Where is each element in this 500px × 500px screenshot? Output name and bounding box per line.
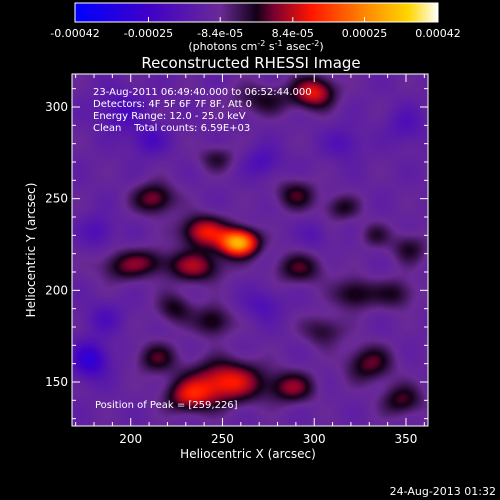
y-axis-label: Heliocentric Y (arcsec)	[24, 183, 38, 318]
y-tick-label: 150	[45, 375, 68, 389]
colorbar-ticks: -0.00042 -0.00025 -8.4e-05 8.4e-05 0.00025 0.…	[50, 17, 461, 40]
colorbar-tick-label: -0.00042	[50, 27, 99, 40]
annotation-peak-position: Position of Peak = [259,226]	[95, 400, 238, 411]
colorbar-tick-label: 0.00042	[415, 27, 461, 40]
colorbar-tick-label: -0.00025	[124, 27, 173, 40]
x-tick-label: 250	[211, 432, 234, 446]
x-tick-label: 300	[303, 432, 326, 446]
heatmap-image	[72, 74, 428, 426]
annotation-energy-range: Energy Range: 12.0 - 25.0 keV	[93, 111, 246, 122]
heatmap-plot: 200 250 300 350 150 200 250 300	[45, 73, 429, 446]
colorbar-tick-label: 8.4e-05	[272, 27, 314, 40]
x-axis-label: Heliocentric X (arcsec)	[180, 447, 316, 461]
colorbar: -0.00042 -0.00025 -8.4e-05 8.4e-05 0.00025 0.…	[50, 2, 461, 53]
colorbar-tick-label: 0.00025	[342, 27, 388, 40]
y-tick-label: 200	[45, 283, 68, 297]
axis-ticks: 200 250 300 350 150 200 250 300	[45, 74, 428, 446]
footer-timestamp: 24-Aug-2013 01:32	[390, 485, 496, 498]
colorbar-gradient	[74, 2, 439, 23]
plot-frame	[71, 73, 429, 427]
colorbar-unit-label: (photons cm-2 s-1 asec-2)	[188, 39, 323, 53]
x-tick-label: 350	[395, 432, 418, 446]
annotation-time-range: 23-Aug-2011 06:49:40.000 to 06:52:44.000	[93, 87, 312, 98]
y-tick-label: 250	[45, 192, 68, 206]
x-tick-label: 200	[119, 432, 142, 446]
image-annotations: 23-Aug-2011 06:49:40.000 to 06:52:44.000…	[93, 87, 312, 411]
colorbar-tick-label: -8.4e-05	[197, 27, 243, 40]
annotation-counts: Clean Total counts: 6.59E+03	[93, 123, 250, 134]
y-tick-label: 300	[45, 100, 68, 114]
chart-title: Reconstructed RHESSI Image	[141, 54, 360, 72]
annotation-detectors: Detectors: 4F 5F 6F 7F 8F, Att 0	[93, 99, 252, 110]
